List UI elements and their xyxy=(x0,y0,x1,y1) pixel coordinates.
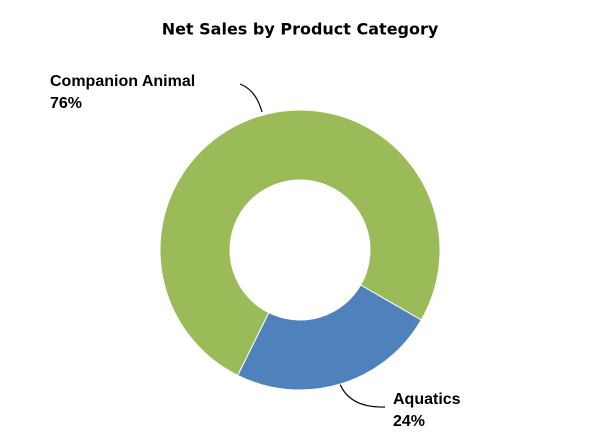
value-label: 76% xyxy=(50,95,82,112)
donut-slice xyxy=(237,284,422,391)
leader-line xyxy=(339,383,386,408)
donut-slice xyxy=(159,109,441,377)
value-label: 24% xyxy=(393,413,425,430)
leader-line xyxy=(239,83,263,113)
category-label: Aquatics xyxy=(393,391,461,408)
chart-title: Net Sales by Product Category xyxy=(162,20,439,39)
donut xyxy=(159,109,441,391)
category-label: Companion Animal xyxy=(50,73,195,90)
